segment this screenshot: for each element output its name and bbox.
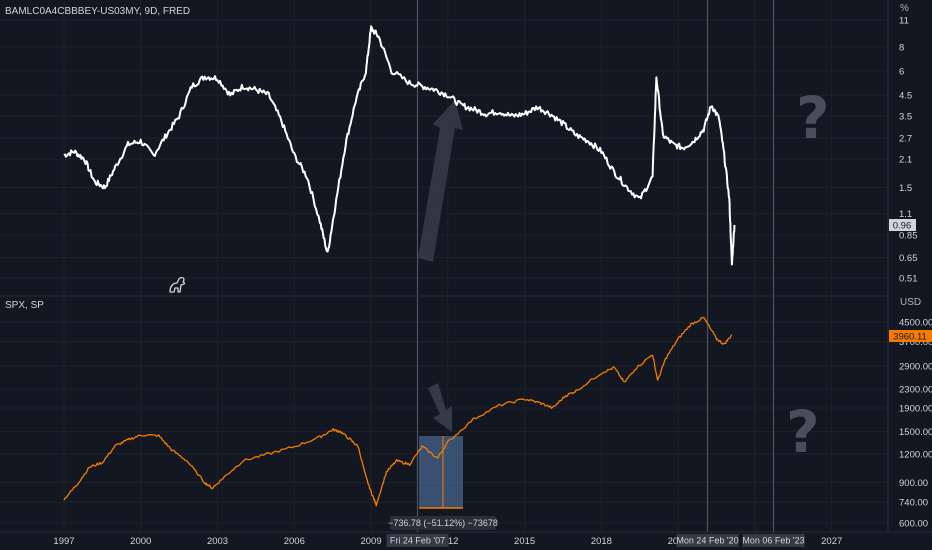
- pane2-last-value: 3960.11: [893, 332, 927, 343]
- y-tick-label: 1.1: [899, 209, 912, 220]
- y-tick-label: 0.85: [899, 231, 918, 242]
- x-tick-label: 2006: [284, 536, 305, 547]
- y-tick-label: 1900.00: [899, 404, 932, 415]
- y-tick-label: 1500.00: [899, 427, 932, 438]
- pane2-unit: USD: [900, 297, 921, 308]
- pane2-question-mark: ?: [786, 398, 820, 466]
- cursor-lines: [416, 0, 775, 532]
- x-tick-label: 2027: [821, 536, 842, 547]
- cursor-label-box: [676, 534, 739, 547]
- y-tick-label: 2.1: [899, 155, 912, 166]
- dino-icon: [169, 276, 186, 293]
- pane1-unit: %: [900, 3, 909, 14]
- pane2-last-value-badge: [889, 330, 932, 342]
- pane2-title: SPX, SP: [5, 300, 44, 311]
- y-tick-label: 0.65: [899, 253, 918, 264]
- down-arrow-shape: [428, 383, 452, 432]
- pane1-question-mark: ?: [796, 84, 830, 152]
- y-tick-label: 1.5: [899, 183, 912, 194]
- pane1-last-value: 0.96: [893, 221, 912, 232]
- measure-label: −736.78 (−51.12%) −73678: [388, 518, 498, 528]
- y-tick-label: 11: [899, 16, 909, 27]
- pane1-title: BAMLC0A4CBBBEY-US03MY, 9D, FRED: [5, 6, 190, 17]
- y-tick-label: 740.00: [899, 498, 928, 509]
- y-tick-label: 2.7: [899, 133, 912, 144]
- y-tick-label: 0.51: [899, 274, 918, 285]
- x-tick-label: 2015: [514, 536, 535, 547]
- price-axis[interactable]: 11 8 6 4.5 3.5 2.7 2.1 1.5 1.1 0.85 0.65 0.51 4500.0…: [899, 16, 932, 530]
- cursor-label: Mon 24 Feb '20: [676, 536, 738, 546]
- cursor-label-box: [742, 534, 805, 547]
- series-line-bamlc: [63, 25, 736, 266]
- x-tick-label: 2009: [360, 536, 381, 547]
- measure-box: [419, 436, 463, 508]
- cursor-label-box: [386, 534, 449, 547]
- x-tick-label: 2018: [591, 536, 612, 547]
- series-line-spx: [63, 316, 733, 507]
- pane1-last-value-badge: [889, 219, 916, 231]
- y-tick-label: 3700.00: [899, 337, 932, 348]
- y-tick-label: 8: [899, 42, 904, 53]
- y-tick-label: 600.00: [899, 519, 928, 530]
- y-tick-label: 4.5: [899, 91, 912, 102]
- up-arrow-shape: [418, 100, 463, 262]
- series-layer: [63, 25, 736, 507]
- y-tick-label: 3.5: [899, 112, 912, 123]
- cursor-label: Mon 06 Feb '23: [742, 536, 804, 546]
- y-tick-label: 6: [899, 66, 904, 77]
- x-tick-label: 2000: [130, 536, 151, 547]
- x-tick-label: 1997: [53, 536, 74, 547]
- measure-label-box: [390, 516, 496, 530]
- y-tick-label: 900.00: [899, 478, 928, 489]
- y-tick-label: 4500.00: [899, 318, 932, 329]
- cursor-label: Fri 24 Feb '07: [390, 536, 445, 546]
- y-tick-label: 1200.00: [899, 449, 932, 460]
- cursor-labels: Fri 24 Feb '07 Mon 24 Feb '20 Mon 06 Feb '…: [386, 534, 805, 547]
- y-tick-label: 2300.00: [899, 384, 932, 395]
- x-tick-label: 2003: [207, 536, 228, 547]
- y-tick-label: 2900.00: [899, 361, 932, 372]
